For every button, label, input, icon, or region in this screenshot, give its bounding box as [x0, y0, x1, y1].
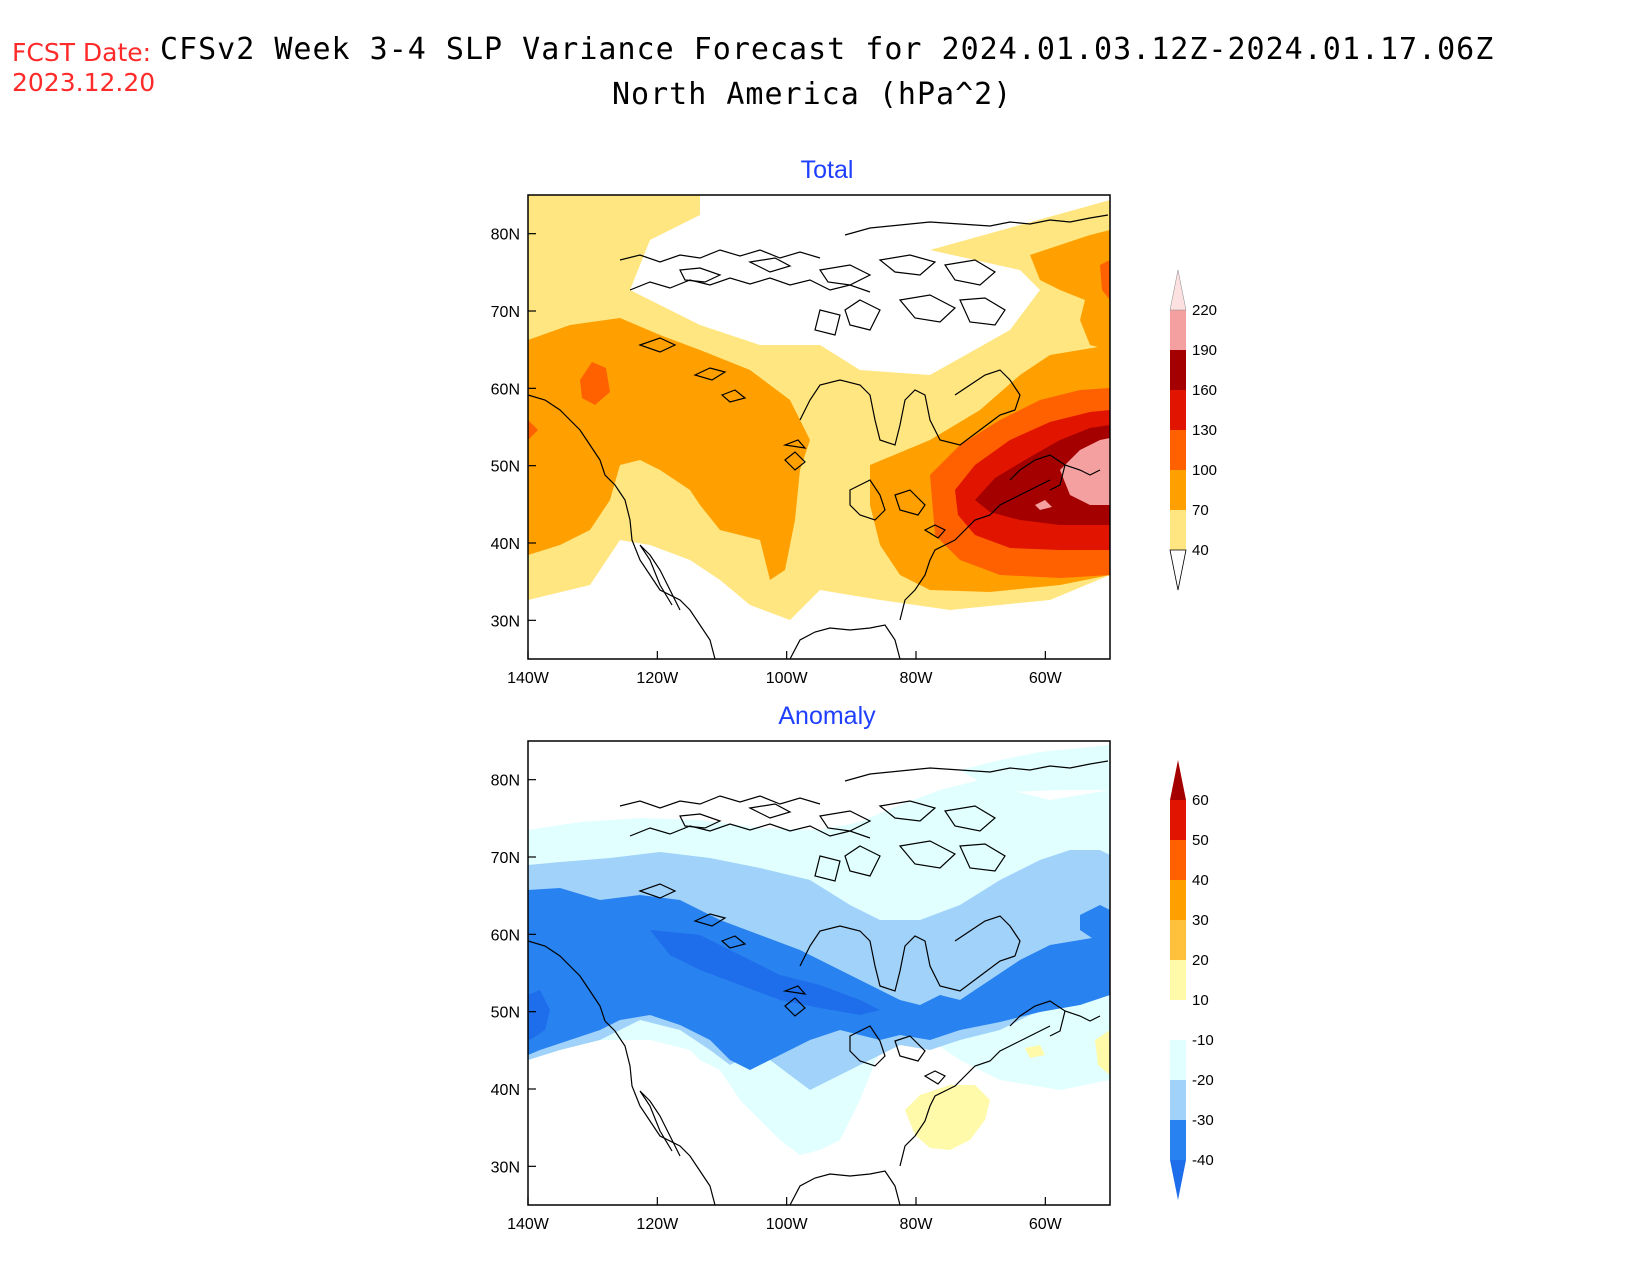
total-colorbar-low-arrow [1169, 549, 1187, 591]
total-lon-label: 120W [636, 670, 679, 687]
anomaly-lat-label: 30N [491, 1159, 520, 1176]
anomaly-panel-title: Anomaly [778, 702, 876, 730]
anomaly-colorbar-label: -10 [1192, 1032, 1214, 1049]
anomaly-colorbar: -40 -30 -20 -10 10 20 30 40 50 60 [1170, 760, 1214, 1200]
total-lon-label: 140W [507, 670, 550, 687]
total-colorbar-box [1170, 430, 1186, 470]
anomaly-axis-ticks: 80N 70N 60N 50N 40N 30N 140W 120W 100W 80W 60W [491, 773, 1063, 1233]
anomaly-lon-label: 140W [507, 1216, 550, 1233]
anomaly-lon-label: 100W [766, 1216, 809, 1233]
main-subtitle: North America (hPa^2) [612, 77, 1013, 112]
total-lat-label: 40N [491, 536, 520, 553]
anomaly-level-plus10 [905, 1085, 990, 1150]
anomaly-lon-label: 120W [636, 1216, 679, 1233]
anomaly-colorbar-label: 20 [1192, 952, 1209, 969]
total-colorbar-label: 220 [1192, 302, 1217, 319]
total-level-190 [1060, 438, 1110, 505]
anomaly-colorbar-box [1170, 960, 1186, 1000]
total-panel-title: Total [801, 156, 854, 184]
anomaly-lat-label: 70N [491, 850, 520, 867]
total-lon-label: 100W [766, 670, 809, 687]
anomaly-colorbar-label: 30 [1192, 912, 1209, 929]
total-lat-label: 30N [491, 613, 520, 630]
anomaly-panel: Anomaly [491, 702, 1214, 1233]
anomaly-colorbar-box [1170, 800, 1186, 840]
anomaly-coastlines [528, 760, 1109, 1205]
total-colorbar-box [1170, 310, 1186, 350]
anomaly-level-minus30-east [985, 960, 1060, 1005]
anomaly-lon-label: 80W [900, 1216, 934, 1233]
total-lat-label: 60N [491, 381, 520, 398]
anomaly-colorbar-label: 60 [1192, 792, 1209, 809]
total-level-100-west-edge [528, 420, 538, 440]
total-level-190-spot [1035, 500, 1052, 510]
anomaly-colorbar-high-arrow [1170, 760, 1186, 800]
anomaly-level-plus10-east [1095, 1030, 1110, 1075]
total-field [528, 195, 1110, 659]
total-colorbar-label: 40 [1192, 542, 1209, 559]
total-colorbar-box [1170, 390, 1186, 430]
total-coastlines [528, 214, 1109, 659]
total-panel: Total [491, 156, 1217, 687]
anomaly-map-frame [527, 740, 1111, 1206]
total-map-frame [527, 194, 1111, 660]
anomaly-lat-label: 50N [491, 1005, 520, 1022]
total-lat-label: 50N [491, 459, 520, 476]
total-colorbar-label: 100 [1192, 462, 1217, 479]
anomaly-colorbar-box [1170, 1120, 1186, 1160]
total-lat-label: 80N [491, 227, 520, 244]
fcst-date-prefix: FCST Date: [12, 38, 152, 67]
anomaly-colorbar-label: 10 [1192, 992, 1209, 1009]
total-colorbar-label: 130 [1192, 422, 1217, 439]
total-lat-label: 70N [491, 304, 520, 321]
anomaly-level-minus30-ne [1080, 905, 1110, 945]
anomaly-lat-label: 60N [491, 927, 520, 944]
total-colorbar-box [1170, 510, 1186, 550]
total-lon-label: 80W [900, 670, 934, 687]
total-level-100-small-west [580, 362, 610, 405]
anomaly-colorbar-box [1170, 880, 1186, 920]
anomaly-colorbar-box [1170, 1040, 1186, 1080]
total-colorbar-label: 190 [1192, 342, 1217, 359]
anomaly-colorbar-label: -30 [1192, 1112, 1214, 1129]
anomaly-field [528, 741, 1110, 1205]
anomaly-colorbar-label: -40 [1192, 1152, 1214, 1169]
anomaly-lon-label: 60W [1029, 1216, 1063, 1233]
anomaly-colorbar-label: 50 [1192, 832, 1209, 849]
anomaly-level-minus40 [528, 990, 550, 1040]
total-colorbar-box [1170, 470, 1186, 510]
total-colorbar-box [1170, 350, 1186, 390]
main-title: CFSv2 Week 3-4 SLP Variance Forecast for… [160, 32, 1495, 67]
anomaly-colorbar-box [1170, 920, 1186, 960]
fcst-date-label: FCST Date: 2023.12.20 [12, 38, 155, 98]
fcst-date-value: 2023.12.20 [12, 68, 156, 97]
anomaly-colorbar-box [1170, 1080, 1186, 1120]
total-colorbar-label: 70 [1192, 502, 1209, 519]
total-colorbar-label: 160 [1192, 382, 1217, 399]
anomaly-lat-label: 40N [491, 1082, 520, 1099]
anomaly-colorbar-box [1170, 1000, 1186, 1040]
anomaly-level-minus40-belt [650, 930, 880, 1015]
anomaly-colorbar-label: -20 [1192, 1072, 1214, 1089]
anomaly-colorbar-label: 40 [1192, 872, 1209, 889]
total-colorbar-high-arrow [1169, 269, 1187, 311]
total-level-100-ne [1100, 260, 1110, 300]
anomaly-lat-label: 80N [491, 773, 520, 790]
total-axis-ticks: 80N 70N 60N 50N 40N 30N 140W 120W 100W 80W 60W [491, 227, 1063, 687]
total-colorbar: 40 70 100 130 160 190 220 [1169, 269, 1217, 591]
anomaly-colorbar-box [1170, 840, 1186, 880]
anomaly-colorbar-low-arrow [1170, 1160, 1186, 1200]
anomaly-level-plus10-small [1025, 1045, 1045, 1058]
total-level-70-northeast [1030, 230, 1110, 350]
total-lon-label: 60W [1029, 670, 1063, 687]
